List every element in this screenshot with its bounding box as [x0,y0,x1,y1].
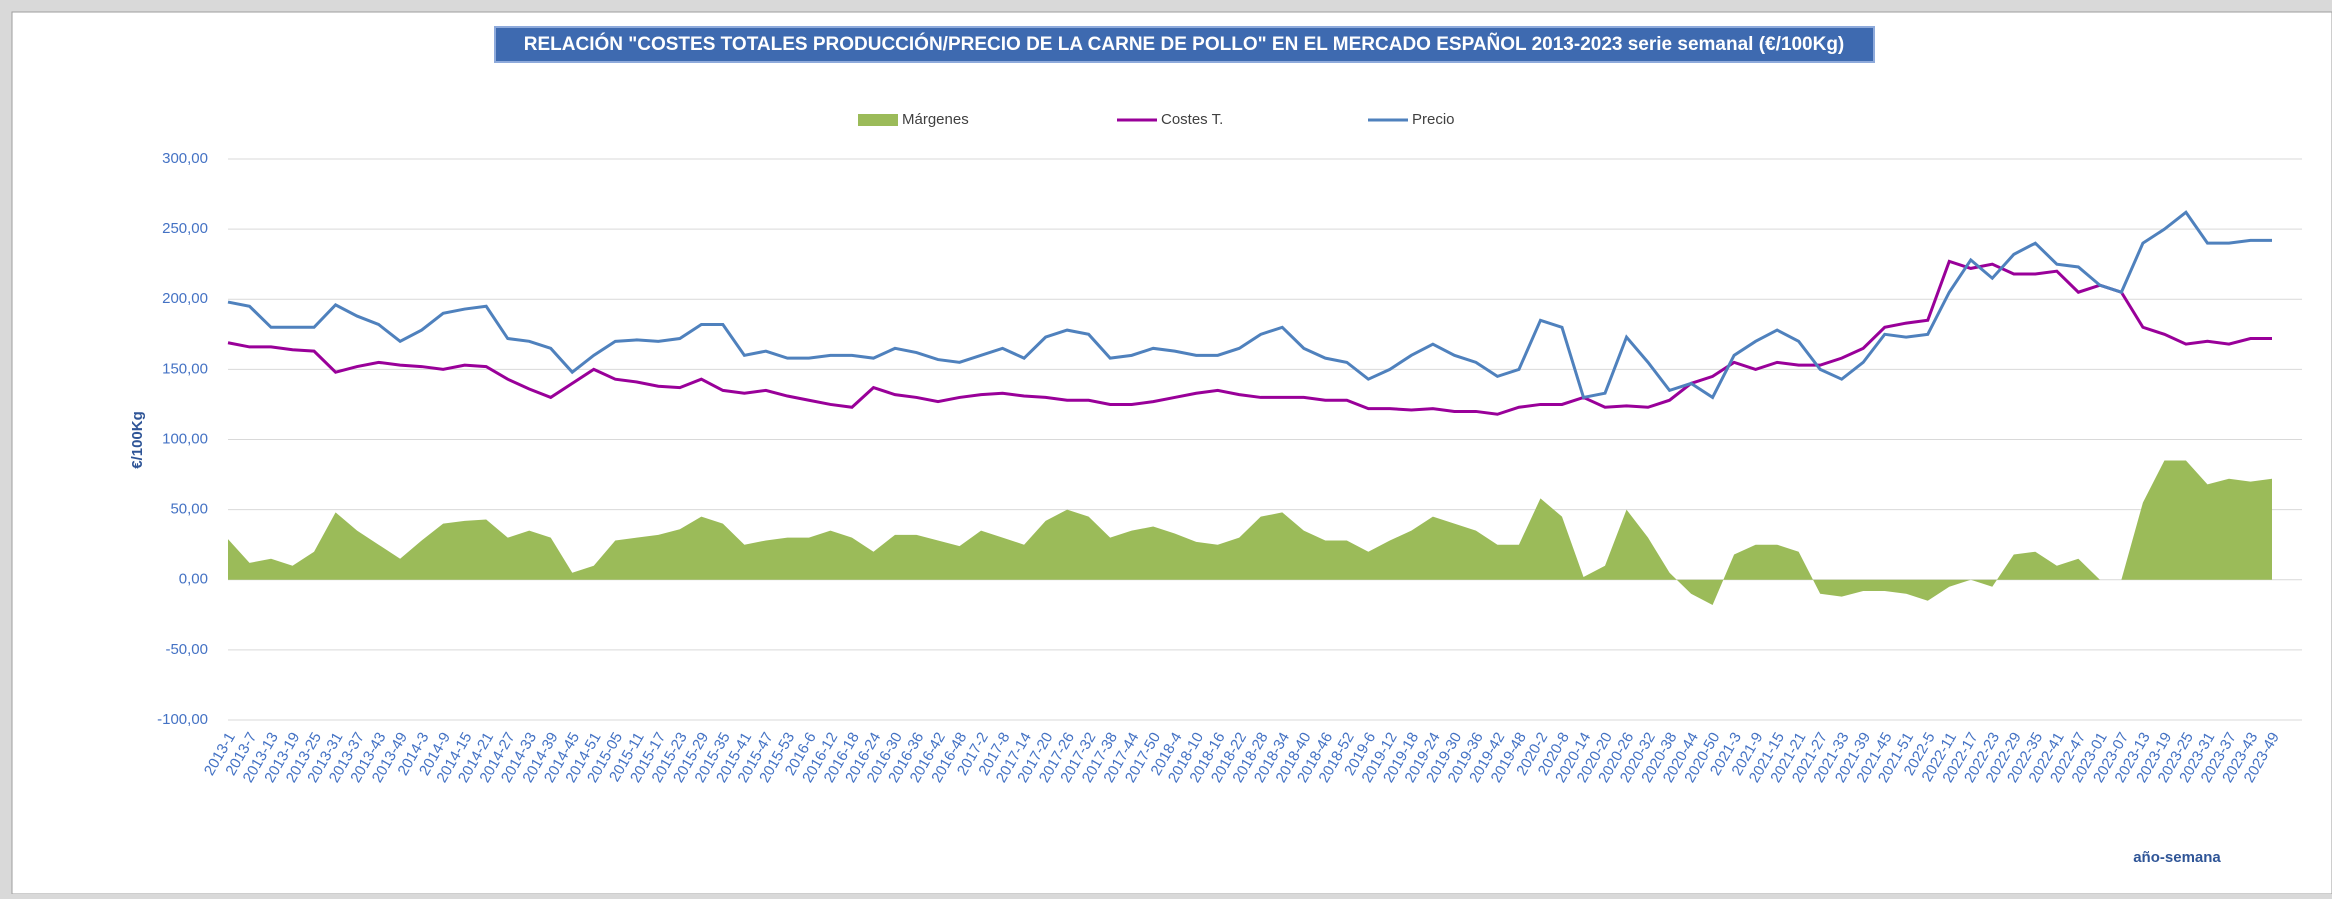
y-axis-label: €/100Kg [129,411,146,469]
y-tick-label: 200,00 [162,290,208,307]
x-axis-label: año-semana [2133,849,2221,866]
y-tick-label: -100,00 [157,711,208,728]
series-line [227,259,2272,416]
chart-title: RELACIÓN "COSTES TOTALES PRODUCCIÓN/PREC… [524,33,1845,55]
y-tick-label: 250,00 [162,220,208,237]
y-tick-label: -50,00 [165,641,208,658]
series-line [227,210,2272,400]
legend-label: Márgenes [902,111,969,128]
y-tick-label: 50,00 [170,501,208,518]
y-tick-label: 100,00 [162,430,208,447]
y-tick-label: 300,00 [162,150,208,167]
y-tick-label: 0,00 [179,571,208,588]
title-box [494,26,1875,63]
legend-label: Costes T. [1161,111,1223,128]
y-tick-label: 150,00 [162,360,208,377]
legend-swatch [858,114,898,126]
margin-area [228,460,2272,605]
legend-label: Precio [1412,111,1455,128]
